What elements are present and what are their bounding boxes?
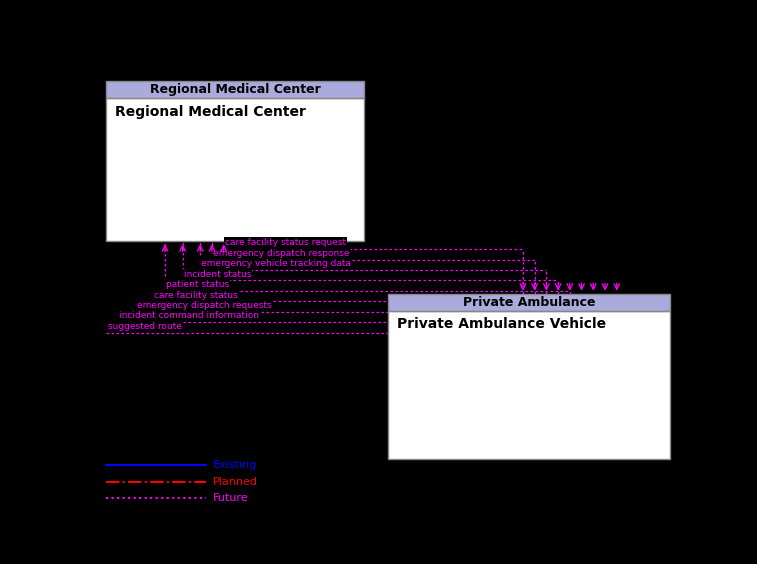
Bar: [388, 293, 670, 311]
Bar: [106, 81, 365, 98]
Text: Existing: Existing: [213, 460, 257, 470]
Text: Future: Future: [213, 493, 249, 503]
Text: Private Ambulance: Private Ambulance: [463, 296, 595, 309]
Text: incident status: incident status: [184, 270, 251, 279]
Text: emergency dispatch requests: emergency dispatch requests: [137, 301, 272, 310]
Text: suggested route: suggested route: [107, 322, 182, 331]
Bar: [106, 81, 365, 98]
Text: Planned: Planned: [213, 477, 258, 487]
Text: emergency vehicle tracking data: emergency vehicle tracking data: [201, 259, 351, 268]
Bar: [388, 311, 670, 459]
Bar: [388, 293, 670, 311]
Text: emergency dispatch response: emergency dispatch response: [213, 249, 350, 258]
Text: incident command information: incident command information: [120, 311, 259, 320]
Text: Regional Medical Center: Regional Medical Center: [115, 104, 306, 118]
Text: Regional Medical Center: Regional Medical Center: [150, 83, 321, 96]
Text: patient status: patient status: [167, 280, 229, 289]
Text: care facility status: care facility status: [154, 290, 238, 299]
Bar: [106, 98, 365, 241]
Text: Private Ambulance Vehicle: Private Ambulance Vehicle: [397, 318, 606, 332]
Text: care facility status request: care facility status request: [225, 239, 346, 248]
